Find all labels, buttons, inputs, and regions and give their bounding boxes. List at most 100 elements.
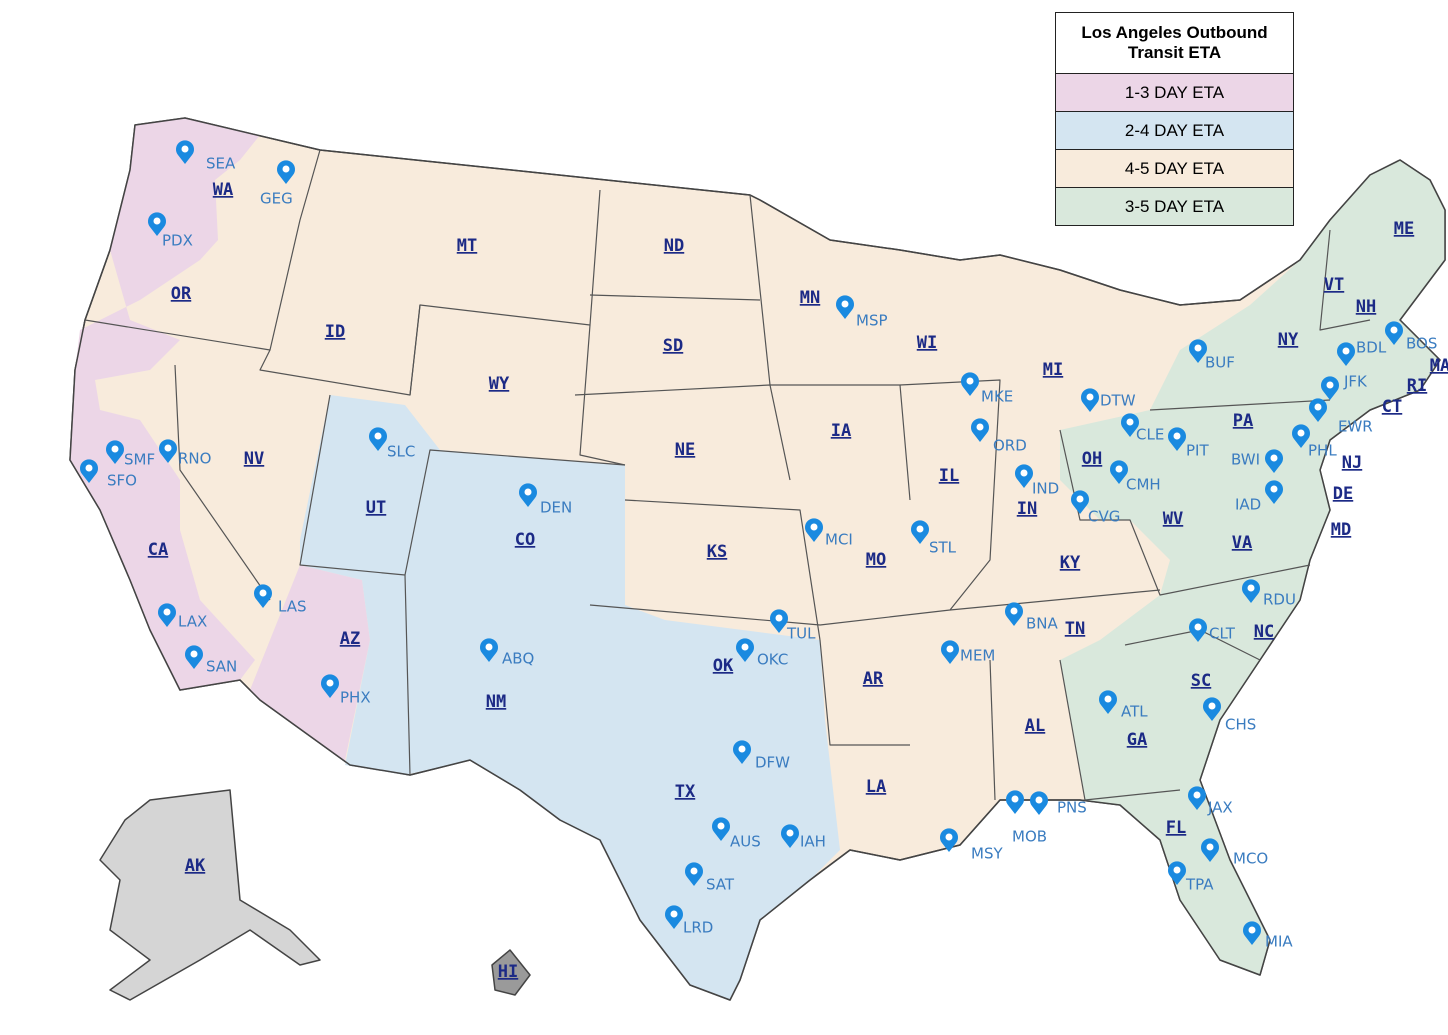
pin-dot <box>163 608 171 616</box>
airport-label: TUL <box>786 625 816 643</box>
state-label: HI <box>498 962 518 982</box>
state-label: KY <box>1060 553 1081 573</box>
pin-dot <box>1194 344 1202 352</box>
airport-label: BOS <box>1406 335 1437 353</box>
pin-dot <box>1270 454 1278 462</box>
pin-dot <box>916 525 924 533</box>
airport-label: SMF <box>124 451 155 469</box>
state-label: OR <box>171 284 192 304</box>
airport-label: PIT <box>1186 442 1209 460</box>
zone-1-3 <box>250 565 370 765</box>
pin-dot <box>976 423 984 431</box>
pin-dot <box>1208 702 1216 710</box>
pin-dot <box>810 523 818 531</box>
state-label: ND <box>664 236 684 256</box>
airport-label: SAT <box>706 876 735 894</box>
airport-label: BNA <box>1026 615 1059 633</box>
state-label: PA <box>1233 411 1253 431</box>
airport-label: PDX <box>162 232 193 250</box>
state-label: AL <box>1025 716 1045 736</box>
state-label: WA <box>213 180 233 200</box>
airport-label: DFW <box>755 754 790 772</box>
airport-label: PHL <box>1308 442 1337 460</box>
airport-label: ABQ <box>502 650 534 668</box>
state-label: AR <box>863 669 884 689</box>
pin-dot <box>1126 418 1134 426</box>
state-label: MD <box>1331 520 1351 540</box>
pin-dot <box>946 645 954 653</box>
state-label: LA <box>866 777 886 797</box>
state-label: NM <box>486 692 506 712</box>
state-label: CO <box>515 530 535 550</box>
airport-label: MOB <box>1012 828 1047 846</box>
airport-label: CLT <box>1209 625 1236 643</box>
pin-dot <box>1035 796 1043 804</box>
state-label: OH <box>1082 449 1102 469</box>
alaska <box>99 789 321 1001</box>
state-label: IL <box>939 466 959 486</box>
pin-dot <box>1297 429 1305 437</box>
state-label: WY <box>489 374 510 394</box>
pin-dot <box>738 745 746 753</box>
pin-dot <box>1206 843 1214 851</box>
state-label: WV <box>1163 509 1183 529</box>
airport-label: AUS <box>730 833 761 851</box>
pin-dot <box>485 643 493 651</box>
pin-dot <box>1326 381 1334 389</box>
hawaii <box>491 949 531 996</box>
airport-label: CLE <box>1136 426 1164 444</box>
legend-entry: 1-3 DAY ETA <box>1056 74 1293 112</box>
state-label: WI <box>917 333 937 353</box>
state-label: FL <box>1166 818 1186 838</box>
pin-dot <box>259 589 267 597</box>
pin-dot <box>1020 469 1028 477</box>
airport-label: TPA <box>1185 876 1214 894</box>
state-label: IN <box>1017 499 1037 519</box>
legend: Los Angeles Outbound Transit ETA 1-3 DAY… <box>1055 12 1294 226</box>
airport-label: SLC <box>387 443 415 461</box>
airport-label: RDU <box>1263 591 1296 609</box>
pin-dot <box>1193 791 1201 799</box>
state-label: UT <box>366 498 386 518</box>
pin-dot <box>717 822 725 830</box>
pin-dot <box>111 445 119 453</box>
state-label: VA <box>1232 533 1252 553</box>
state-label: NJ <box>1342 453 1362 473</box>
state-label: SC <box>1191 671 1211 691</box>
airport-label: OKC <box>757 651 788 669</box>
airport-label: IAD <box>1235 496 1261 514</box>
pin-dot <box>1086 393 1094 401</box>
state-borders <box>84 149 1371 801</box>
state-label: ID <box>325 322 345 342</box>
airport-label: LRD <box>683 919 713 937</box>
airport-label: ATL <box>1121 703 1148 721</box>
airport-label: CVG <box>1088 508 1120 526</box>
legend-title: Los Angeles Outbound Transit ETA <box>1056 13 1293 74</box>
pin-dot <box>786 829 794 837</box>
airport-label: LAS <box>278 598 306 616</box>
pin-dot <box>966 377 974 385</box>
airport-label: PHX <box>340 689 371 707</box>
state-label: KS <box>707 542 727 562</box>
pin-dot <box>374 432 382 440</box>
airport-label: GEG <box>260 190 293 208</box>
state-label: RI <box>1407 376 1427 396</box>
airport-label: JAX <box>1207 799 1233 817</box>
state-label: AZ <box>340 629 360 649</box>
pin-dot <box>670 910 678 918</box>
state-label: NV <box>244 449 264 469</box>
airport-label: CHS <box>1225 716 1256 734</box>
airport-label: DEN <box>540 499 572 517</box>
pin-dot <box>1076 495 1084 503</box>
airport-label: MSP <box>856 312 888 330</box>
pin-dot <box>181 145 189 153</box>
airport-label: SFO <box>107 472 137 490</box>
state-label: SD <box>663 336 683 356</box>
airport-label: CMH <box>1126 476 1161 494</box>
pin-dot <box>282 165 290 173</box>
pin-dot <box>85 464 93 472</box>
pin-dot <box>164 444 172 452</box>
pin-dot <box>1247 584 1255 592</box>
pin-dot <box>1314 403 1322 411</box>
